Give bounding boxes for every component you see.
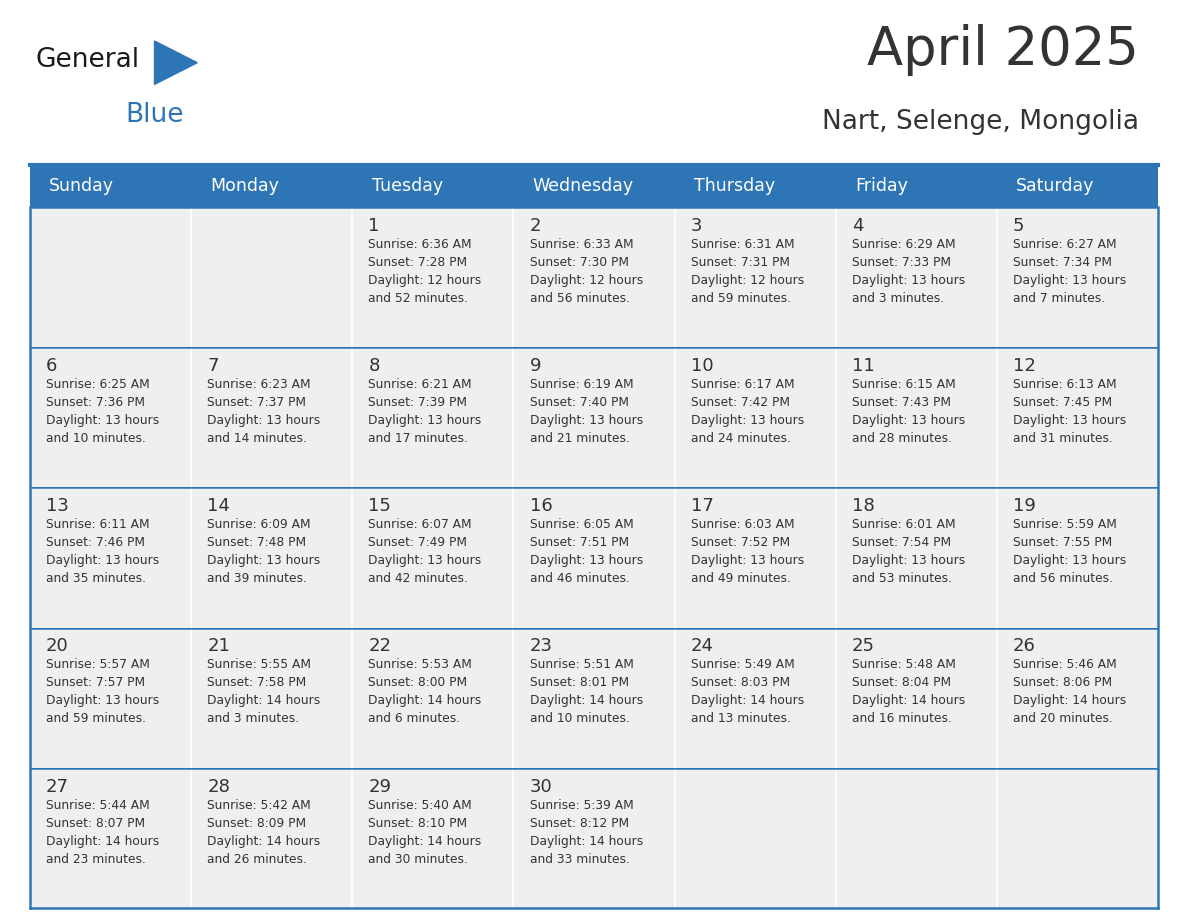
- Text: Sunrise: 6:21 AM
Sunset: 7:39 PM
Daylight: 13 hours
and 17 minutes.: Sunrise: 6:21 AM Sunset: 7:39 PM Dayligh…: [368, 378, 481, 445]
- Text: 14: 14: [207, 498, 230, 515]
- Text: Sunrise: 5:48 AM
Sunset: 8:04 PM
Daylight: 14 hours
and 16 minutes.: Sunrise: 5:48 AM Sunset: 8:04 PM Dayligh…: [852, 658, 965, 725]
- Text: 9: 9: [530, 357, 541, 375]
- Text: Sunrise: 5:53 AM
Sunset: 8:00 PM
Daylight: 14 hours
and 6 minutes.: Sunrise: 5:53 AM Sunset: 8:00 PM Dayligh…: [368, 658, 481, 725]
- Text: 30: 30: [530, 778, 552, 796]
- Text: 28: 28: [207, 778, 230, 796]
- Text: Sunrise: 6:33 AM
Sunset: 7:30 PM
Daylight: 12 hours
and 56 minutes.: Sunrise: 6:33 AM Sunset: 7:30 PM Dayligh…: [530, 238, 643, 305]
- Text: Sunrise: 6:07 AM
Sunset: 7:49 PM
Daylight: 13 hours
and 42 minutes.: Sunrise: 6:07 AM Sunset: 7:49 PM Dayligh…: [368, 519, 481, 586]
- Text: 19: 19: [1013, 498, 1036, 515]
- Text: Friday: Friday: [855, 177, 908, 195]
- Text: Tuesday: Tuesday: [372, 177, 443, 195]
- Text: 6: 6: [46, 357, 57, 375]
- Text: 5: 5: [1013, 217, 1024, 235]
- Text: Sunrise: 6:09 AM
Sunset: 7:48 PM
Daylight: 13 hours
and 39 minutes.: Sunrise: 6:09 AM Sunset: 7:48 PM Dayligh…: [207, 519, 321, 586]
- Text: 3: 3: [690, 217, 702, 235]
- Text: 22: 22: [368, 637, 391, 655]
- Text: 26: 26: [1013, 637, 1036, 655]
- Text: Monday: Monday: [210, 177, 279, 195]
- Text: Sunrise: 6:31 AM
Sunset: 7:31 PM
Daylight: 12 hours
and 59 minutes.: Sunrise: 6:31 AM Sunset: 7:31 PM Dayligh…: [690, 238, 804, 305]
- Text: 7: 7: [207, 357, 219, 375]
- Text: Sunrise: 6:03 AM
Sunset: 7:52 PM
Daylight: 13 hours
and 49 minutes.: Sunrise: 6:03 AM Sunset: 7:52 PM Dayligh…: [690, 519, 804, 586]
- Text: Sunrise: 6:23 AM
Sunset: 7:37 PM
Daylight: 13 hours
and 14 minutes.: Sunrise: 6:23 AM Sunset: 7:37 PM Dayligh…: [207, 378, 321, 445]
- Text: General: General: [36, 47, 140, 73]
- Text: Wednesday: Wednesday: [532, 177, 634, 195]
- Text: Sunrise: 6:01 AM
Sunset: 7:54 PM
Daylight: 13 hours
and 53 minutes.: Sunrise: 6:01 AM Sunset: 7:54 PM Dayligh…: [852, 519, 965, 586]
- Text: 25: 25: [852, 637, 874, 655]
- Text: Sunrise: 6:05 AM
Sunset: 7:51 PM
Daylight: 13 hours
and 46 minutes.: Sunrise: 6:05 AM Sunset: 7:51 PM Dayligh…: [530, 519, 643, 586]
- Text: 16: 16: [530, 498, 552, 515]
- Text: 17: 17: [690, 498, 714, 515]
- Text: 10: 10: [690, 357, 713, 375]
- Text: Sunrise: 6:17 AM
Sunset: 7:42 PM
Daylight: 13 hours
and 24 minutes.: Sunrise: 6:17 AM Sunset: 7:42 PM Dayligh…: [690, 378, 804, 445]
- Text: Blue: Blue: [125, 103, 183, 129]
- Text: 29: 29: [368, 778, 391, 796]
- Text: 23: 23: [530, 637, 552, 655]
- Text: Sunrise: 5:44 AM
Sunset: 8:07 PM
Daylight: 14 hours
and 23 minutes.: Sunrise: 5:44 AM Sunset: 8:07 PM Dayligh…: [46, 799, 159, 866]
- Text: April 2025: April 2025: [867, 24, 1139, 76]
- Text: Sunrise: 6:13 AM
Sunset: 7:45 PM
Daylight: 13 hours
and 31 minutes.: Sunrise: 6:13 AM Sunset: 7:45 PM Dayligh…: [1013, 378, 1126, 445]
- Text: Sunrise: 6:29 AM
Sunset: 7:33 PM
Daylight: 13 hours
and 3 minutes.: Sunrise: 6:29 AM Sunset: 7:33 PM Dayligh…: [852, 238, 965, 305]
- Text: Sunrise: 6:36 AM
Sunset: 7:28 PM
Daylight: 12 hours
and 52 minutes.: Sunrise: 6:36 AM Sunset: 7:28 PM Dayligh…: [368, 238, 481, 305]
- Text: Sunrise: 5:55 AM
Sunset: 7:58 PM
Daylight: 14 hours
and 3 minutes.: Sunrise: 5:55 AM Sunset: 7:58 PM Dayligh…: [207, 658, 321, 725]
- Text: Sunrise: 5:59 AM
Sunset: 7:55 PM
Daylight: 13 hours
and 56 minutes.: Sunrise: 5:59 AM Sunset: 7:55 PM Dayligh…: [1013, 519, 1126, 586]
- Text: 13: 13: [46, 498, 69, 515]
- Text: Thursday: Thursday: [694, 177, 775, 195]
- Text: Sunrise: 6:15 AM
Sunset: 7:43 PM
Daylight: 13 hours
and 28 minutes.: Sunrise: 6:15 AM Sunset: 7:43 PM Dayligh…: [852, 378, 965, 445]
- Text: 8: 8: [368, 357, 380, 375]
- Text: Nart, Selenge, Mongolia: Nart, Selenge, Mongolia: [822, 108, 1139, 135]
- Polygon shape: [154, 41, 197, 84]
- Text: Sunrise: 6:11 AM
Sunset: 7:46 PM
Daylight: 13 hours
and 35 minutes.: Sunrise: 6:11 AM Sunset: 7:46 PM Dayligh…: [46, 519, 159, 586]
- Text: 24: 24: [690, 637, 714, 655]
- Text: Sunrise: 6:27 AM
Sunset: 7:34 PM
Daylight: 13 hours
and 7 minutes.: Sunrise: 6:27 AM Sunset: 7:34 PM Dayligh…: [1013, 238, 1126, 305]
- Text: Sunrise: 5:42 AM
Sunset: 8:09 PM
Daylight: 14 hours
and 26 minutes.: Sunrise: 5:42 AM Sunset: 8:09 PM Dayligh…: [207, 799, 321, 866]
- Text: Sunday: Sunday: [50, 177, 114, 195]
- Text: 12: 12: [1013, 357, 1036, 375]
- Text: Sunrise: 5:40 AM
Sunset: 8:10 PM
Daylight: 14 hours
and 30 minutes.: Sunrise: 5:40 AM Sunset: 8:10 PM Dayligh…: [368, 799, 481, 866]
- Text: Saturday: Saturday: [1016, 177, 1094, 195]
- Text: 21: 21: [207, 637, 230, 655]
- Text: 27: 27: [46, 778, 69, 796]
- Text: Sunrise: 5:46 AM
Sunset: 8:06 PM
Daylight: 14 hours
and 20 minutes.: Sunrise: 5:46 AM Sunset: 8:06 PM Dayligh…: [1013, 658, 1126, 725]
- Text: Sunrise: 5:49 AM
Sunset: 8:03 PM
Daylight: 14 hours
and 13 minutes.: Sunrise: 5:49 AM Sunset: 8:03 PM Dayligh…: [690, 658, 804, 725]
- Text: Sunrise: 6:25 AM
Sunset: 7:36 PM
Daylight: 13 hours
and 10 minutes.: Sunrise: 6:25 AM Sunset: 7:36 PM Dayligh…: [46, 378, 159, 445]
- Text: 11: 11: [852, 357, 874, 375]
- Text: Sunrise: 5:57 AM
Sunset: 7:57 PM
Daylight: 13 hours
and 59 minutes.: Sunrise: 5:57 AM Sunset: 7:57 PM Dayligh…: [46, 658, 159, 725]
- Text: 15: 15: [368, 498, 391, 515]
- Text: Sunrise: 6:19 AM
Sunset: 7:40 PM
Daylight: 13 hours
and 21 minutes.: Sunrise: 6:19 AM Sunset: 7:40 PM Dayligh…: [530, 378, 643, 445]
- Text: 18: 18: [852, 498, 874, 515]
- Text: 20: 20: [46, 637, 69, 655]
- Text: 1: 1: [368, 217, 380, 235]
- Text: Sunrise: 5:39 AM
Sunset: 8:12 PM
Daylight: 14 hours
and 33 minutes.: Sunrise: 5:39 AM Sunset: 8:12 PM Dayligh…: [530, 799, 643, 866]
- Text: 2: 2: [530, 217, 541, 235]
- Text: 4: 4: [852, 217, 864, 235]
- Text: Sunrise: 5:51 AM
Sunset: 8:01 PM
Daylight: 14 hours
and 10 minutes.: Sunrise: 5:51 AM Sunset: 8:01 PM Dayligh…: [530, 658, 643, 725]
